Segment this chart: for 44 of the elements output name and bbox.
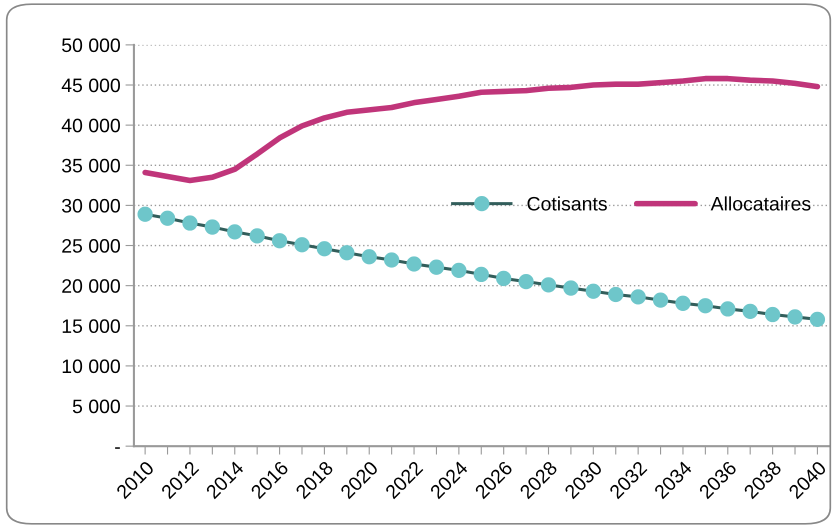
y-tick-label: 40 000	[62, 118, 120, 132]
point	[608, 286, 624, 302]
point	[160, 210, 176, 226]
point	[563, 280, 579, 296]
point	[316, 241, 332, 256]
point	[586, 284, 601, 299]
point	[742, 304, 758, 319]
legend-label: Allocataires	[710, 196, 810, 211]
point	[698, 298, 714, 314]
point	[630, 289, 646, 305]
y-tick-label: 15 000	[62, 319, 120, 334]
point	[204, 219, 220, 235]
point	[496, 270, 512, 286]
y-tick-label: -	[115, 447, 120, 449]
y-tick-label: 50 000	[62, 38, 120, 52]
point	[137, 206, 153, 222]
point	[428, 260, 444, 275]
point	[339, 245, 354, 260]
point	[384, 252, 400, 268]
y-tick-label: 20 000	[62, 279, 120, 293]
point	[294, 237, 310, 252]
y-tick-label: 10 000	[62, 359, 120, 374]
point	[406, 256, 422, 272]
point	[720, 301, 736, 317]
point	[362, 249, 377, 264]
y-tick-label: 35 000	[62, 158, 120, 172]
y-tick-label: 5 000	[72, 400, 120, 414]
point	[182, 215, 198, 231]
y-tick-label: 25 000	[62, 238, 120, 253]
point	[787, 309, 803, 325]
point	[540, 277, 556, 292]
y-tick-label: 30 000	[62, 198, 120, 213]
y-tick-label: 45 000	[62, 78, 120, 92]
point	[764, 306, 780, 322]
point	[227, 224, 242, 240]
point	[518, 274, 534, 290]
point	[250, 228, 265, 244]
point	[675, 296, 691, 311]
legend-label: Cotisants	[528, 196, 607, 211]
point	[652, 292, 668, 308]
point	[810, 312, 826, 327]
point	[272, 233, 288, 248]
point	[451, 262, 467, 278]
point	[474, 266, 489, 282]
